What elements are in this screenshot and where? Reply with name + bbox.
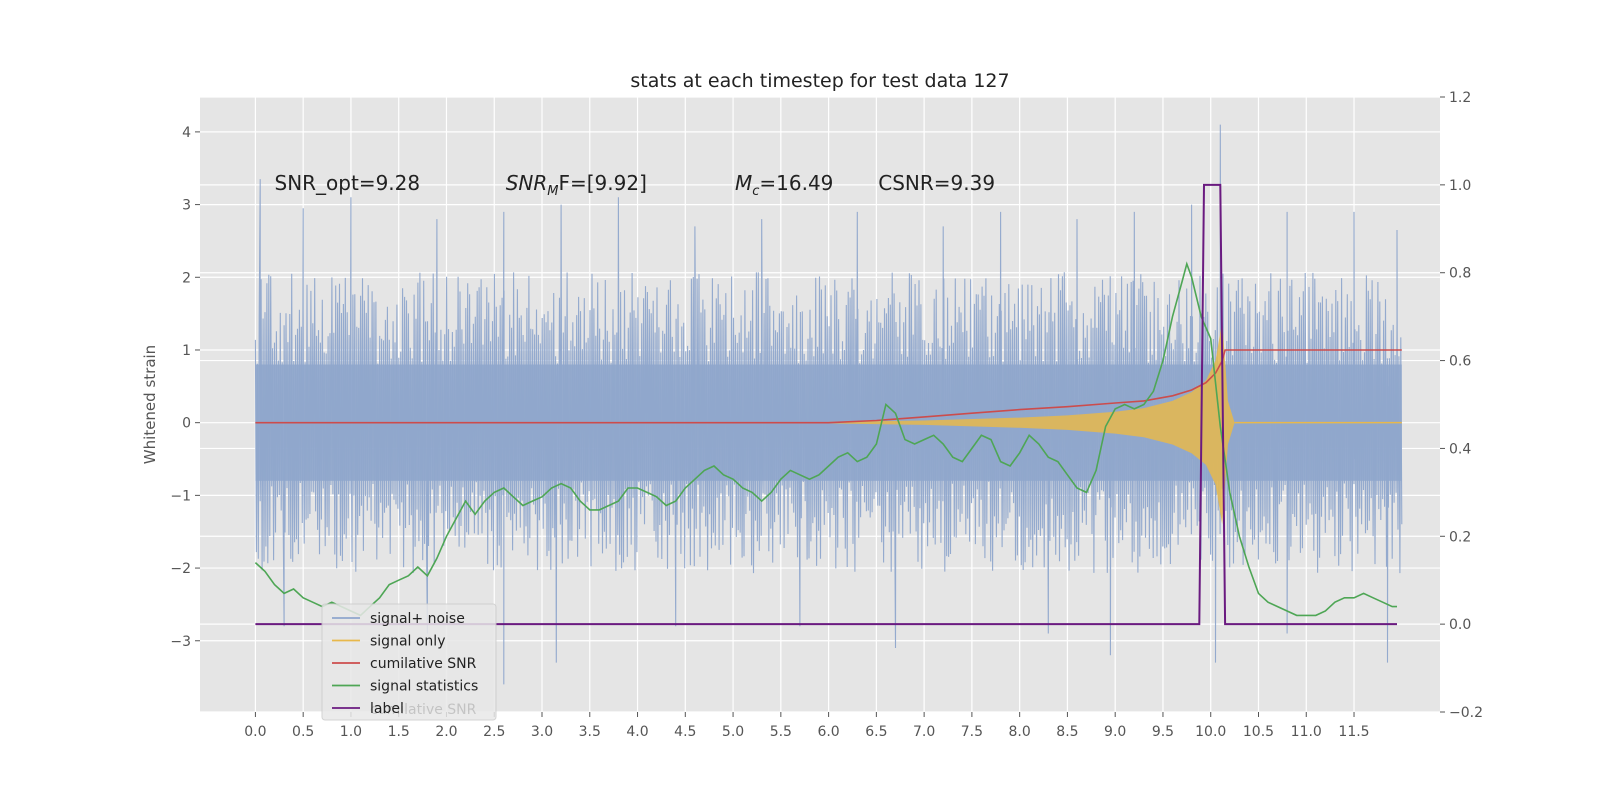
- legend-label: cumilative SNR: [370, 656, 477, 672]
- x-tick-label: 4.0: [626, 724, 648, 740]
- annotation-rest: F=[9.92]: [558, 171, 646, 195]
- x-tick-label: 6.5: [865, 724, 887, 740]
- y-tick-label: 0: [182, 416, 191, 432]
- annotation-rest: =16.49: [759, 171, 833, 195]
- x-tick-label: 11.5: [1338, 724, 1369, 740]
- x-tick-label: 11.0: [1291, 724, 1322, 740]
- x-tick-label: 8.0: [1009, 724, 1031, 740]
- y2-tick-label: −0.2: [1449, 705, 1483, 721]
- line-label: [255, 183, 1397, 626]
- x-tick-label: 4.5: [674, 724, 696, 740]
- y2-tick-label: 0.2: [1449, 529, 1471, 545]
- annotation-sub: c: [752, 184, 759, 199]
- y-tick-label: 1: [182, 343, 191, 359]
- annotations: SNR_opt=9.28 SNRMF=[9.92] Mc=16.49 CSNR=9.3…: [275, 171, 996, 199]
- x-tick-label: 8.5: [1056, 724, 1078, 740]
- y-axis-ticks: −3 −2 −1 0 1 2 3 4: [170, 125, 200, 650]
- y-tick-label: −2: [170, 561, 191, 577]
- x-tick-label: 3.5: [579, 724, 601, 740]
- annotation-main: M: [735, 171, 752, 195]
- y-tick-label: 4: [182, 125, 191, 141]
- annotation-0: SNR_opt=9.28: [275, 171, 421, 195]
- x-tick-label: 5.0: [722, 724, 744, 740]
- y2-tick-label: 1.0: [1449, 178, 1471, 194]
- annotation-sub: M: [547, 184, 558, 199]
- series-lines: [254, 183, 1402, 626]
- x-tick-label: 7.5: [961, 724, 983, 740]
- x-tick-label: 9.0: [1104, 724, 1126, 740]
- chart-title: stats at each timestep for test data 127: [630, 70, 1009, 92]
- legend-box: [321, 603, 497, 721]
- annotation-main: SNR: [506, 171, 548, 195]
- y2-tick-label: 0.6: [1449, 354, 1471, 370]
- x-tick-label: 2.5: [483, 724, 505, 740]
- x-tick-label: 10.0: [1195, 724, 1226, 740]
- x-tick-label: 7.0: [913, 724, 935, 740]
- y-axis-label: Whitened strain: [141, 345, 159, 464]
- annotation-3: CSNR=9.39: [878, 171, 995, 195]
- y2-axis-ticks: −0.2 0.0 0.2 0.4 0.6 0.8 1.0 1.2: [1440, 90, 1483, 721]
- y-tick-label: −3: [170, 634, 191, 650]
- line-signal-statistics: [254, 261, 1397, 617]
- line-cumilative-snr: [255, 349, 1402, 424]
- y2-tick-label: 1.2: [1449, 90, 1471, 106]
- x-tick-label: 9.5: [1152, 724, 1174, 740]
- y2-tick-label: 0.0: [1449, 617, 1471, 633]
- annotation-1: SNRMF=[9.92]: [506, 171, 647, 199]
- annotation-2: Mc=16.49: [735, 171, 833, 199]
- x-tick-label: 3.0: [531, 724, 553, 740]
- x-tick-label: 0.5: [292, 724, 314, 740]
- x-tick-label: 1.5: [388, 724, 410, 740]
- x-tick-label: 2.0: [435, 724, 457, 740]
- x-tick-label: 0.0: [244, 724, 266, 740]
- y2-tick-label: 0.4: [1449, 441, 1471, 457]
- legend-label: signal only: [370, 634, 445, 650]
- y-tick-label: 2: [182, 270, 191, 286]
- x-tick-label: 6.0: [817, 724, 839, 740]
- x-tick-label: 1.0: [340, 724, 362, 740]
- series-signal-only: [828, 320, 1402, 525]
- legend-ghost-label: cumilative SNR: [370, 702, 477, 718]
- legend-label: signal+ noise: [370, 611, 465, 627]
- y-tick-label: −1: [170, 488, 191, 504]
- legend-label: label: [370, 701, 404, 717]
- x-tick-label: 10.5: [1243, 724, 1274, 740]
- y2-tick-label: 0.8: [1449, 266, 1471, 282]
- y-tick-label: 3: [182, 198, 191, 214]
- legend-label: signal statistics: [370, 679, 478, 695]
- x-axis-ticks: 0.0 0.5 1.0 1.5 2.0 2.5 3.0 3.5 4.0 4.5 5.0 5.5 6.0 6…: [244, 712, 1370, 740]
- x-tick-label: 5.5: [770, 724, 792, 740]
- legend: cumilative SNR signal+ noise signal only cu…: [321, 603, 497, 721]
- signal-envelope: [828, 320, 1402, 525]
